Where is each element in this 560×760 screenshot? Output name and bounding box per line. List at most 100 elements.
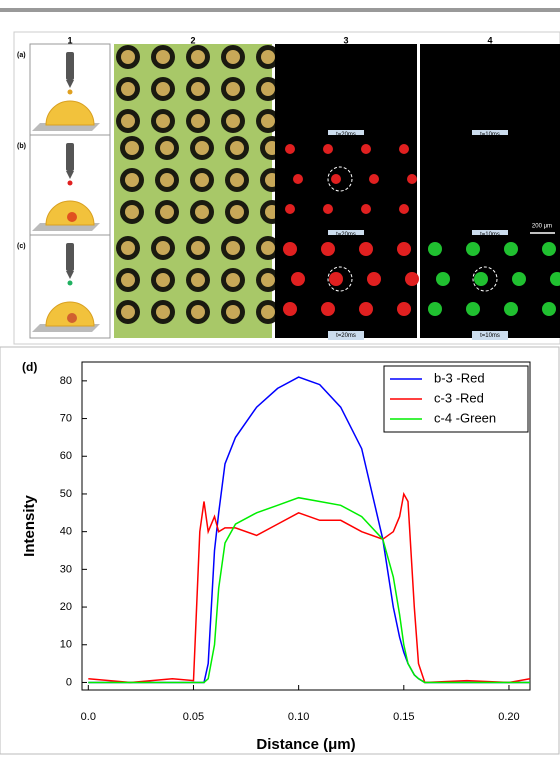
well-core — [195, 205, 209, 219]
y-tick-label: 50 — [60, 488, 72, 500]
fluorescent-dot — [285, 204, 295, 214]
fluorescent-dot — [291, 272, 305, 286]
fluorescent-dot — [323, 144, 333, 154]
well-core — [160, 205, 174, 219]
well-core — [125, 141, 139, 155]
well-core — [121, 114, 135, 128]
selection-circle — [472, 266, 498, 292]
tip-drop — [67, 280, 73, 286]
fluorescent-dot — [542, 302, 556, 316]
fluorescent-dot — [399, 144, 409, 154]
x-tick-label: 0.05 — [183, 711, 204, 723]
y-tick-label: 70 — [60, 412, 72, 424]
plot-frame — [81, 361, 531, 691]
inner-drop — [67, 212, 77, 222]
tip-drop — [67, 180, 73, 186]
well-core — [156, 241, 170, 255]
well-core — [226, 114, 240, 128]
well-core — [226, 305, 240, 319]
x-tick-label: 0.15 — [393, 711, 414, 723]
fluorescence — [275, 235, 417, 338]
well-core — [156, 273, 170, 287]
selection-circle — [327, 166, 353, 192]
fluorescent-dot — [399, 204, 409, 214]
time-label: t=10ms — [480, 333, 500, 339]
well-core — [195, 141, 209, 155]
y-tick-label: 20 — [60, 601, 72, 613]
fluorescent-dot — [331, 174, 341, 184]
row-label: (c) — [17, 243, 26, 250]
well-core — [156, 114, 170, 128]
x-tick-label: 0.0 — [81, 711, 96, 723]
y-tick-label: 0 — [66, 676, 72, 688]
well-core — [191, 273, 205, 287]
y-tick-label: 80 — [60, 375, 72, 387]
row-label: (b) — [17, 143, 26, 150]
well-core — [125, 205, 139, 219]
fluorescent-dot — [321, 302, 335, 316]
fluorescent-dot — [361, 204, 371, 214]
well-core — [230, 141, 244, 155]
pipette-tip — [66, 271, 74, 279]
fluorescent-dot — [369, 174, 379, 184]
data-line — [88, 496, 530, 684]
legend-label: c-4 -Green — [434, 410, 496, 425]
time-label-bg — [472, 130, 508, 139]
well-core — [191, 241, 205, 255]
fluorescent-dot — [293, 174, 303, 184]
y-axis-label: Intensity — [21, 495, 38, 557]
selection-circle — [327, 266, 353, 292]
time-label-bg — [328, 130, 364, 139]
well-core — [160, 173, 174, 187]
well-core — [195, 173, 209, 187]
column-label: 2 — [190, 35, 195, 45]
well-core — [261, 50, 275, 64]
legend-label: c-3 -Red — [434, 390, 484, 405]
well-core — [261, 305, 275, 319]
fluorescent-dot — [323, 204, 333, 214]
pipette — [66, 52, 74, 80]
fluorescent-dot — [397, 242, 411, 256]
fluorescent-dot — [329, 272, 343, 286]
data-line — [88, 491, 531, 684]
well-core — [226, 82, 240, 96]
well-core — [160, 141, 174, 155]
well-core — [121, 241, 135, 255]
column-label: 4 — [487, 35, 492, 45]
fluorescent-dot — [550, 272, 560, 286]
column-label: 3 — [343, 35, 348, 45]
fluorescent-dot — [359, 242, 373, 256]
x-tick-label: 0.20 — [498, 711, 519, 723]
well-core — [156, 82, 170, 96]
fluorescence — [420, 44, 560, 137]
well-core — [261, 273, 275, 287]
y-tick-label: 10 — [60, 639, 72, 651]
well-core — [121, 82, 135, 96]
column-label: 1 — [67, 35, 72, 45]
x-axis-label: Distance (μm) — [256, 736, 355, 753]
fluorescent-dot — [466, 242, 480, 256]
well-core — [156, 50, 170, 64]
well-core — [156, 305, 170, 319]
well-core — [226, 273, 240, 287]
fluorescence — [420, 135, 560, 237]
y-tick-label: 60 — [60, 450, 72, 462]
fluorescent-dot — [397, 302, 411, 316]
well-core — [191, 305, 205, 319]
time-label-bg — [472, 331, 508, 340]
pipette-tip — [66, 80, 74, 88]
fluorescent-dot — [283, 302, 297, 316]
fluorescent-dot — [361, 144, 371, 154]
well-core — [226, 241, 240, 255]
legend-label: b-3 -Red — [434, 370, 485, 385]
well-core — [191, 114, 205, 128]
fluorescent-dot — [359, 302, 373, 316]
fluorescent-dot — [474, 272, 488, 286]
fluorescent-dot — [428, 242, 442, 256]
droplet — [45, 100, 95, 126]
fluorescent-dot — [407, 174, 417, 184]
well-core — [121, 50, 135, 64]
fluorescence — [275, 135, 417, 237]
